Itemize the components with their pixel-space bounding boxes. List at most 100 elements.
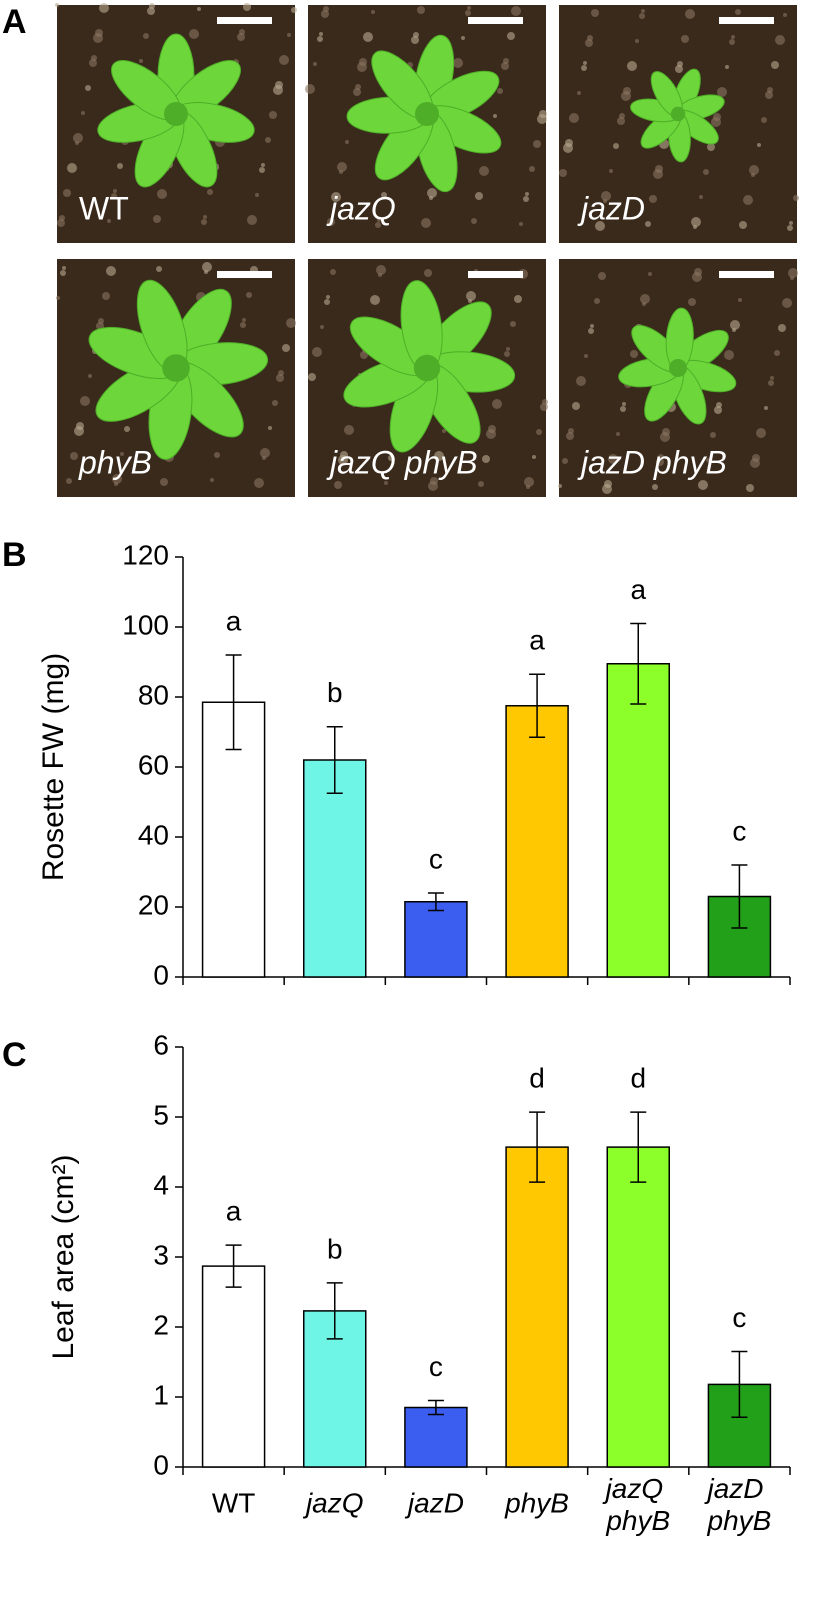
photo-label: jazD: [577, 190, 645, 226]
soil-speck: [478, 481, 484, 487]
soil-speck: [471, 218, 477, 224]
soil-speck: [699, 195, 703, 199]
soil-speck: [313, 62, 317, 66]
soil-speck: [692, 272, 702, 282]
soil-speck: [768, 380, 774, 386]
soil-speck: [102, 292, 110, 300]
y-tick-label: 6: [153, 1029, 169, 1060]
soil-speck: [157, 189, 167, 199]
soil-speck: [88, 374, 92, 378]
soil-speck: [107, 219, 111, 223]
soil-speck: [732, 328, 736, 332]
soil-speck: [523, 196, 529, 202]
soil-speck: [602, 484, 612, 494]
bar: [201, 1265, 266, 1468]
soil-speck: [243, 3, 251, 11]
y-tick-label: 0: [153, 1449, 169, 1480]
bar: [606, 1146, 670, 1468]
rosette-center: [415, 102, 439, 126]
soil-speck: [80, 396, 90, 406]
rosette-center: [413, 354, 441, 382]
soil-speck: [237, 33, 245, 41]
soil-speck: [312, 347, 322, 357]
soil-speck: [376, 265, 386, 275]
soil-speck: [120, 452, 124, 456]
soil-speck: [724, 350, 734, 360]
soil-speck: [67, 163, 77, 173]
x-tick-label: phyB: [504, 1487, 569, 1518]
soil-speck: [246, 292, 252, 298]
soil-speck: [617, 117, 625, 125]
photo-label: jazQ: [326, 190, 396, 226]
soil-speck: [156, 266, 162, 272]
soil-speck: [81, 111, 85, 115]
soil-speck: [427, 188, 437, 198]
significance-letter: c: [429, 1351, 443, 1382]
soil-speck: [751, 173, 755, 177]
photo-label: WT: [79, 190, 129, 226]
soil-speck: [384, 481, 388, 485]
soil-speck: [642, 302, 646, 306]
soil-speck: [595, 221, 605, 231]
soil-speck: [707, 143, 715, 151]
x-tick-label: jazQ phyB: [602, 1473, 671, 1536]
soil-speck: [738, 298, 742, 302]
error-bar: [225, 654, 242, 751]
soil-speck: [260, 448, 270, 458]
soil-speck: [525, 192, 529, 196]
soil-speck: [255, 193, 259, 197]
soil-speck: [334, 481, 342, 489]
error-bar: [731, 864, 748, 929]
soil-speck: [504, 351, 510, 357]
soil-speck: [434, 451, 444, 461]
soil-speck: [770, 376, 774, 380]
soil-speck: [750, 458, 760, 468]
error-bar: [326, 1282, 343, 1340]
soil-speck: [765, 91, 773, 99]
bar: [707, 1383, 772, 1468]
soil-speck: [197, 7, 201, 11]
y-tick-label: 2: [153, 1309, 169, 1340]
soil-speck: [656, 458, 664, 466]
soil-speck: [143, 33, 149, 39]
soil-speck: [788, 268, 798, 278]
soil-speck: [475, 192, 483, 200]
soil-speck: [204, 270, 208, 274]
soil-speck: [529, 166, 535, 172]
soil-speck: [558, 484, 562, 488]
soil-speck: [479, 166, 489, 176]
panel-label: B: [2, 536, 27, 574]
rosette-center: [162, 354, 190, 382]
soil-speck: [377, 218, 381, 222]
soil-speck: [66, 478, 72, 484]
significance-letter: a: [630, 574, 646, 605]
error-bar: [529, 673, 546, 738]
bar: [505, 1146, 569, 1468]
soil-speck: [761, 117, 767, 123]
soil-speck: [598, 272, 606, 280]
soil-speck: [286, 318, 296, 328]
soil-speck: [566, 432, 574, 440]
y-tick-label: 80: [138, 679, 169, 710]
y-tick-label: 1: [153, 1379, 169, 1410]
soil-speck: [381, 192, 387, 198]
soil-speck: [287, 33, 291, 37]
significance-letter: c: [732, 815, 746, 846]
soil-speck: [99, 3, 109, 13]
rosette-center: [164, 102, 188, 126]
soil-speck: [569, 113, 579, 123]
soil-speck: [559, 169, 567, 177]
soil-speck: [507, 32, 515, 40]
soil-speck: [117, 163, 123, 169]
scale-bar: [719, 17, 774, 24]
soil-speck: [254, 478, 264, 488]
error-bar: [427, 1399, 444, 1416]
soil-speck: [305, 84, 315, 94]
panel-label: C: [2, 1036, 27, 1074]
soil-speck: [326, 295, 330, 299]
soil-speck: [73, 133, 83, 143]
soil-speck: [486, 429, 496, 439]
soil-speck: [537, 114, 547, 124]
soil-speck: [75, 141, 79, 145]
